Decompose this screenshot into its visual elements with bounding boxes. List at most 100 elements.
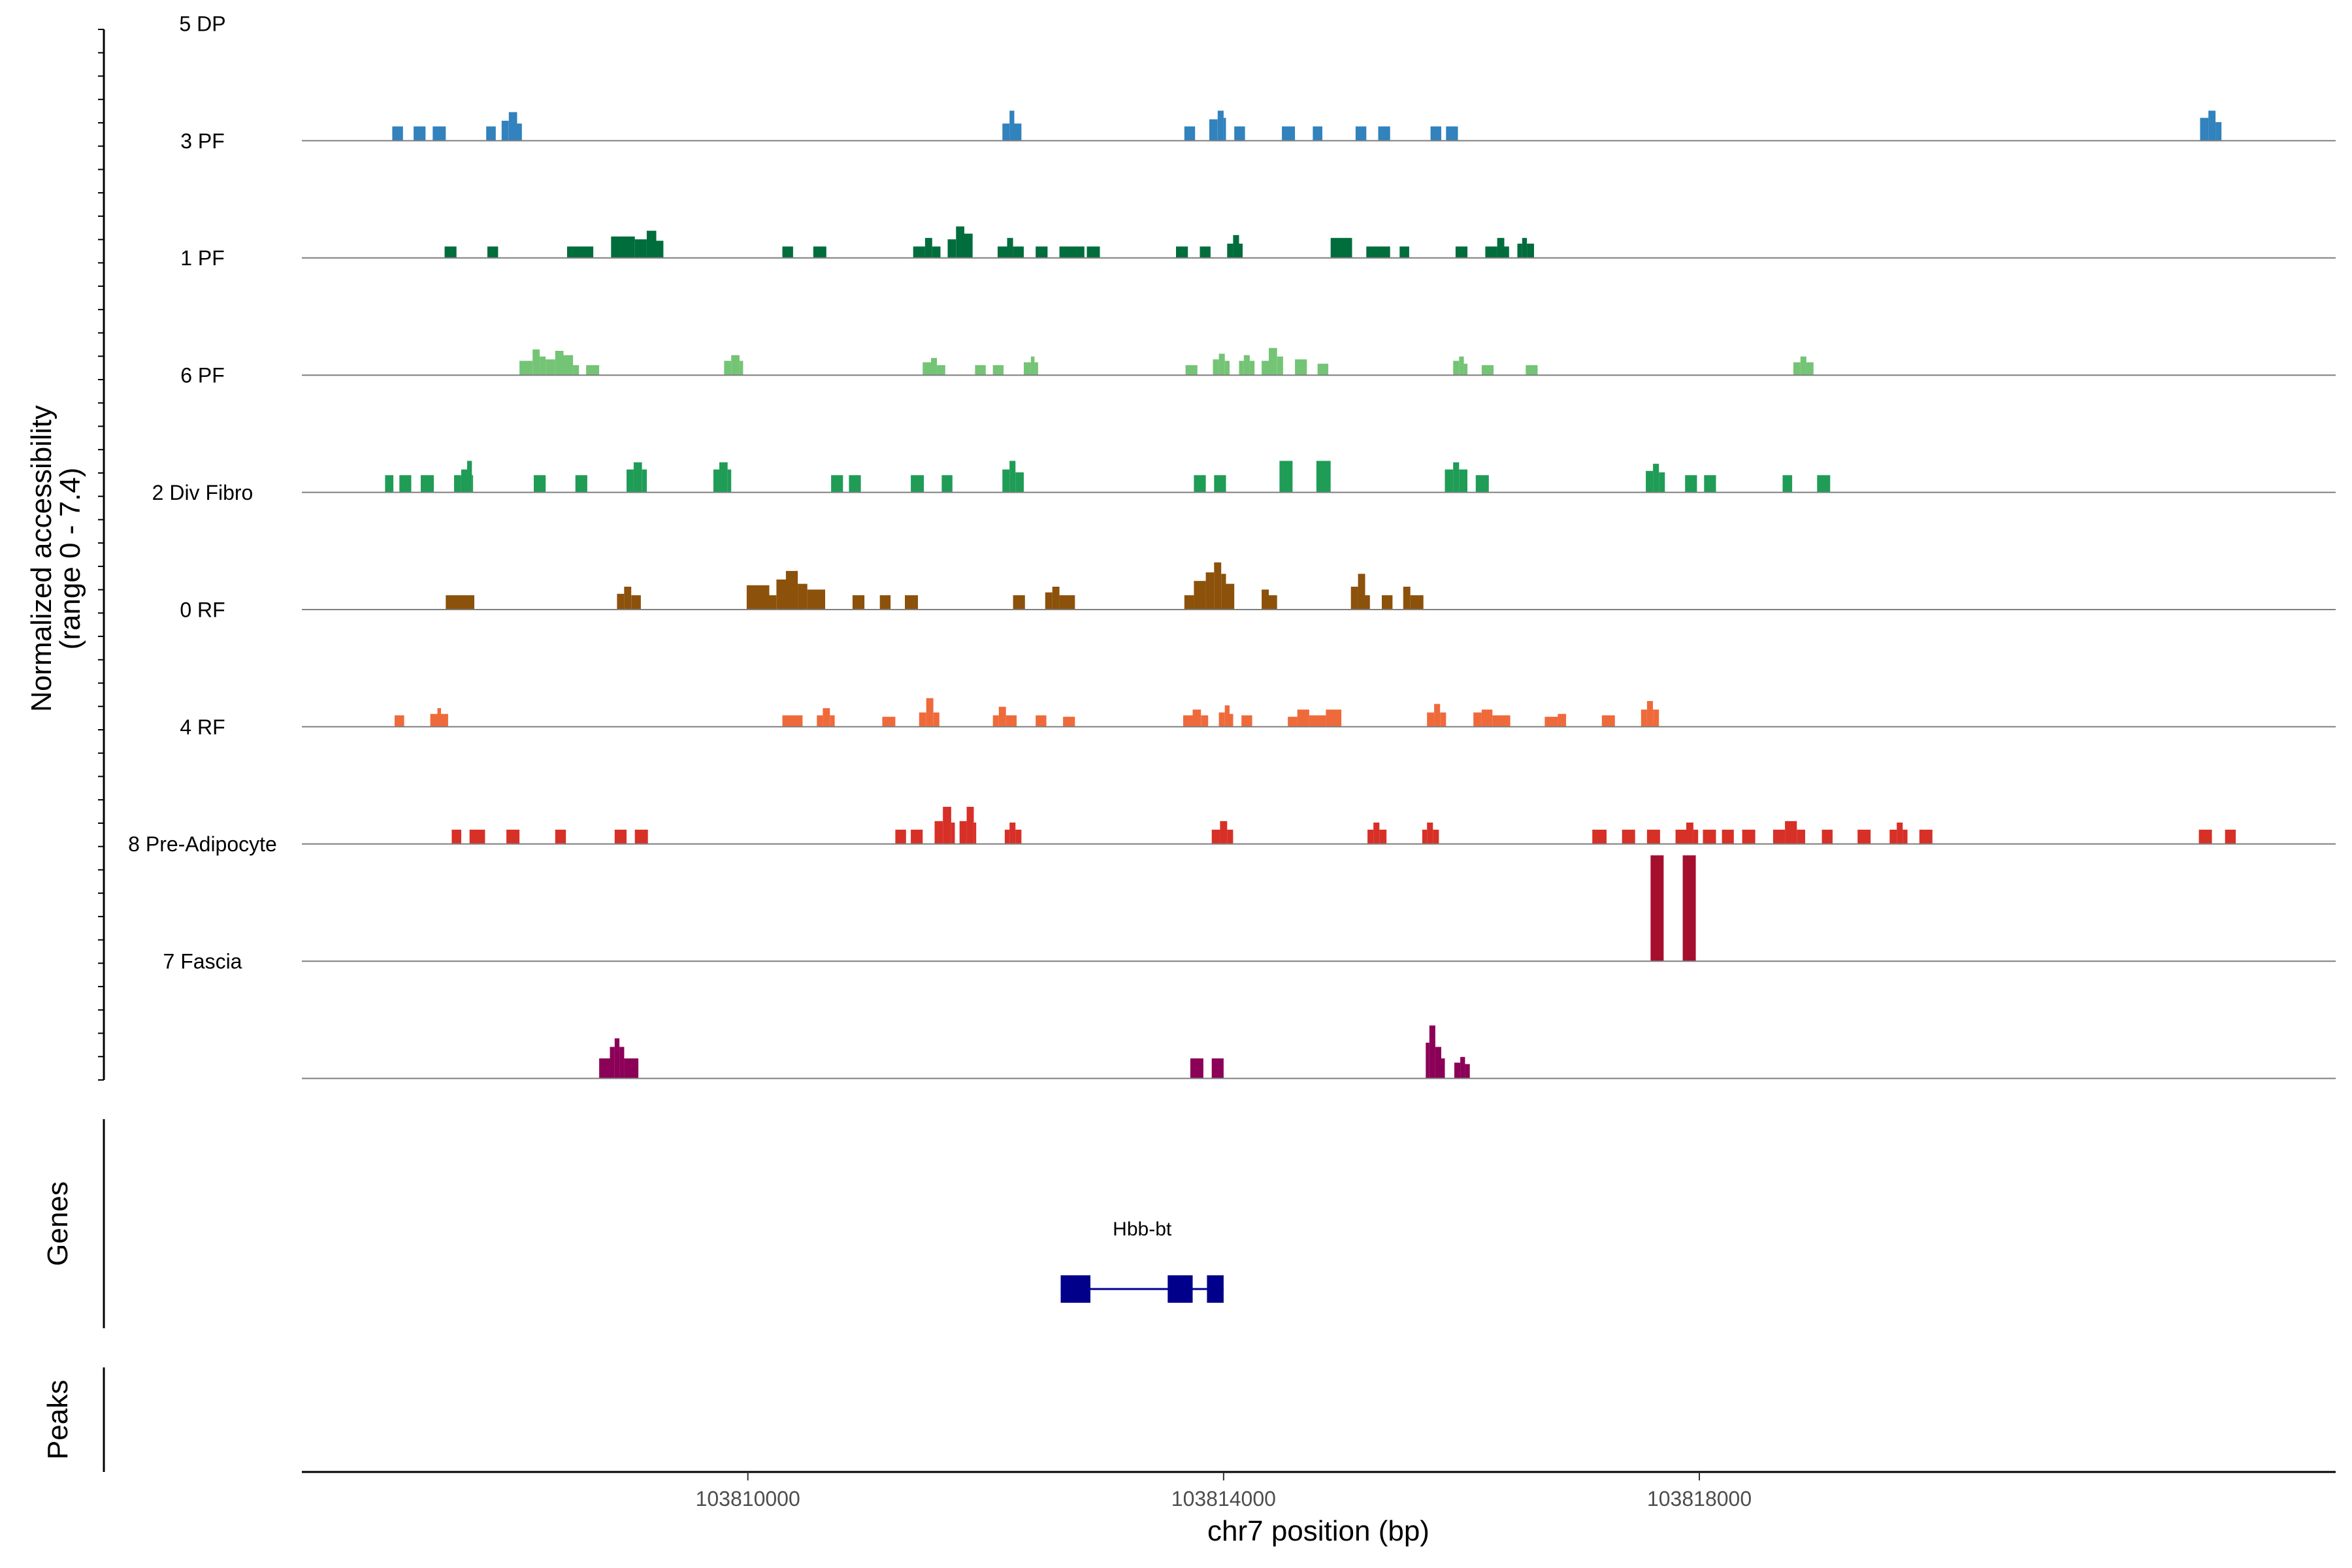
- coverage-bar: [1214, 475, 1226, 493]
- coverage-bar: [1217, 110, 1224, 141]
- coverage-bar: [1453, 361, 1460, 376]
- track-2-div-fibro: 2 Div Fibro: [152, 481, 2336, 610]
- coverage-bar: [433, 126, 446, 141]
- coverage-bar: [1184, 126, 1196, 141]
- x-axis-title: chr7 position (bp): [1207, 1515, 1429, 1547]
- coverage-bar: [1230, 713, 1233, 727]
- coverage-bar: [1427, 823, 1433, 844]
- coverage-bar: [956, 226, 964, 258]
- coverage-bar: [1288, 717, 1298, 727]
- coverage-bar: [849, 475, 861, 493]
- coverage-bar: [1806, 362, 1814, 376]
- coverage-bar: [430, 713, 438, 727]
- coverage-bar: [943, 806, 951, 844]
- coverage-bar: [1527, 243, 1534, 258]
- coverage-bar: [1190, 1058, 1203, 1079]
- coverage-bar: [1475, 475, 1489, 493]
- track-label: 3 PF: [180, 129, 225, 153]
- coverage-bar: [546, 359, 555, 376]
- track-label: 0 RF: [180, 598, 225, 621]
- coverage-tracks: 5 DP 3 PF 1 PF 6 PF 2 Div Fibro 0 RF 4 RF 8 Pre…: [128, 12, 2336, 1079]
- coverage-bar: [486, 126, 496, 141]
- coverage-bar: [1653, 463, 1659, 493]
- coverage-bar: [1213, 359, 1219, 376]
- coverage-bar: [934, 821, 943, 844]
- coverage-bar: [1426, 1042, 1429, 1079]
- coverage-bar: [1693, 829, 1699, 844]
- coverage-bar: [1526, 365, 1538, 376]
- coverage-bar: [1703, 829, 1716, 844]
- coverage-bar: [1446, 126, 1458, 141]
- track-label: 7 Fascia: [163, 950, 242, 973]
- coverage-bar: [724, 361, 732, 376]
- coverage-bar: [1722, 829, 1734, 844]
- coverage-bar: [1675, 829, 1686, 844]
- x-axis-ticks: 103810000 103814000 103818000: [696, 1472, 1752, 1511]
- coverage-bar: [823, 708, 830, 727]
- coverage-bar: [1373, 823, 1380, 844]
- track-3-pf: 3 PF: [180, 129, 2336, 259]
- coverage-bar: [1005, 715, 1017, 727]
- coverage-bar: [739, 361, 743, 376]
- coverage-bar: [1214, 562, 1222, 610]
- coverage-bar: [2198, 829, 2212, 844]
- coverage-bar: [1492, 715, 1511, 727]
- coverage-bar: [1797, 829, 1805, 844]
- coverage-bar: [1650, 855, 1664, 962]
- coverage-bar: [1007, 238, 1013, 258]
- coverage-bar: [1897, 823, 1903, 844]
- coverage-bar: [634, 829, 648, 844]
- coverage-bar: [998, 246, 1007, 258]
- coverage-bar: [879, 595, 891, 610]
- coverage-bar: [746, 585, 770, 610]
- coverage-bar: [1800, 356, 1806, 376]
- coverage-bar: [1889, 829, 1897, 844]
- coverage-bar: [1441, 1058, 1445, 1079]
- coverage-bar: [1497, 238, 1505, 258]
- x-tick-label: 103814000: [1171, 1487, 1276, 1511]
- coverage-bar: [1233, 235, 1239, 258]
- coverage-bar: [1821, 829, 1833, 844]
- coverage-bar: [1785, 821, 1797, 844]
- coverage-bar: [923, 362, 931, 376]
- coverage-bar: [1367, 829, 1374, 844]
- coverage-bar: [1002, 123, 1010, 141]
- coverage-bar: [1355, 126, 1367, 141]
- coverage-bar: [441, 713, 448, 727]
- coverage-bar: [1459, 356, 1464, 376]
- coverage-bar: [1015, 472, 1024, 493]
- coverage-bar: [1316, 461, 1331, 493]
- coverage-bar: [1262, 361, 1269, 376]
- coverage-bar: [1297, 710, 1309, 727]
- coverage-bar: [924, 238, 932, 258]
- coverage-bar: [1410, 595, 1424, 610]
- gene-track: Hbb-bt: [1060, 1218, 1224, 1303]
- coverage-bar: [555, 829, 566, 844]
- coverage-bar: [1517, 243, 1522, 258]
- coverage-bar: [1221, 574, 1226, 610]
- coverage-bar: [1365, 595, 1370, 610]
- coverage-bar: [1460, 1056, 1465, 1079]
- coverage-bar: [1682, 855, 1696, 962]
- coverage-bar: [941, 475, 953, 493]
- coverage-bar: [951, 823, 955, 844]
- coverage-bar: [1218, 353, 1225, 376]
- coverage-bar: [392, 126, 403, 141]
- coverage-bar: [1224, 361, 1230, 376]
- coverage-bar: [614, 1038, 620, 1079]
- coverage-bar: [614, 829, 627, 844]
- coverage-bar: [769, 595, 777, 610]
- coverage-bar: [1015, 829, 1022, 844]
- coverage-bar: [1646, 470, 1653, 493]
- coverage-bar: [1422, 829, 1428, 844]
- coverage-bar: [776, 580, 786, 610]
- track-6-pf: 6 PF: [180, 364, 2336, 493]
- coverage-bar: [905, 595, 918, 610]
- coverage-bar: [998, 706, 1006, 727]
- coverage-bar: [1194, 475, 1206, 493]
- coverage-bar: [1184, 595, 1194, 610]
- coverage-bar: [1350, 587, 1358, 610]
- coverage-bar: [1817, 475, 1831, 493]
- gene-label: Hbb-bt: [1113, 1218, 1172, 1240]
- coverage-bar: [966, 806, 974, 844]
